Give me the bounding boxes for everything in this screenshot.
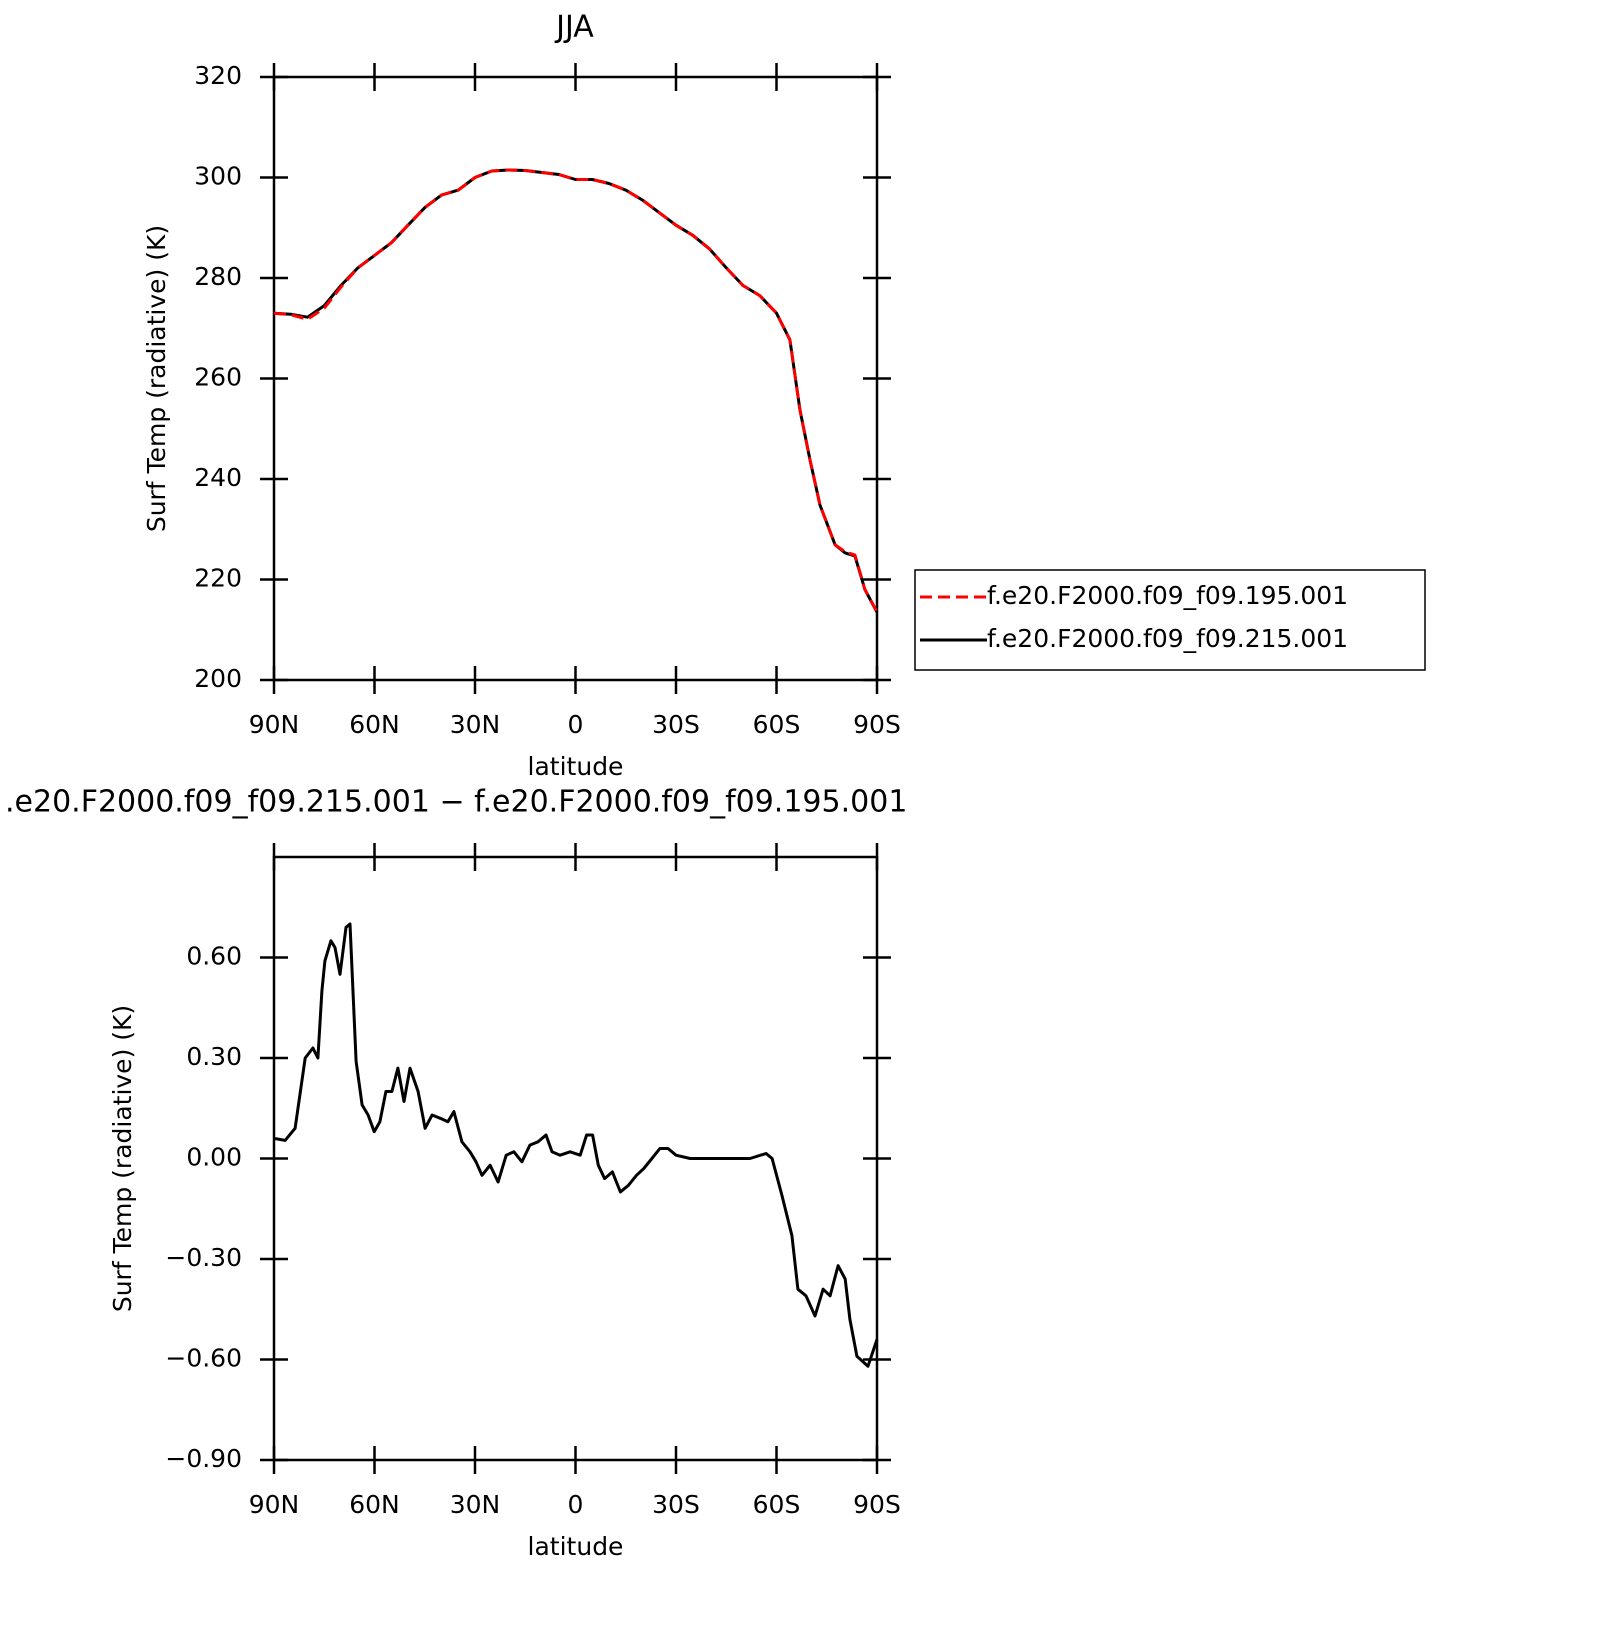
y-tick-label: −0.60 (165, 1344, 242, 1373)
x-tick-label: 90N (249, 1490, 300, 1519)
y-tick-label: 0.60 (186, 942, 242, 971)
y-tick-label: 220 (194, 564, 242, 593)
legend-label: f.e20.F2000.f09_f09.195.001 (987, 581, 1348, 610)
chart-title: .e20.F2000.f09_f09.215.001 − f.e20.F2000… (5, 785, 907, 820)
legend-label: f.e20.F2000.f09_f09.215.001 (987, 624, 1348, 653)
legend-box (914, 569, 1426, 671)
x-tick-label: 30S (652, 1490, 700, 1519)
x-tick-label: 90N (249, 710, 300, 739)
y-tick-label: 260 (194, 363, 242, 392)
y-tick-label: 0.30 (186, 1042, 242, 1071)
y-tick-label: −0.30 (165, 1243, 242, 1272)
data-line (273, 168, 879, 613)
x-tick-label: 90S (853, 710, 901, 739)
x-tick-label: 30S (652, 710, 700, 739)
y-tick-label: 200 (194, 664, 242, 693)
y-tick-label: 300 (194, 162, 242, 191)
y-tick-label: 320 (194, 61, 242, 90)
x-tick-label: 0 (568, 710, 584, 739)
x-tick-label: 30N (450, 710, 501, 739)
x-tick-label: 90S (853, 1490, 901, 1519)
x-axis-label: latitude (528, 752, 624, 781)
x-tick-label: 30N (450, 1490, 501, 1519)
y-tick-label: −0.90 (165, 1444, 242, 1473)
x-axis-label: latitude (528, 1532, 624, 1561)
x-tick-label: 60N (349, 1490, 400, 1519)
x-tick-label: 60S (753, 1490, 801, 1519)
chart-title: JJA (554, 10, 594, 45)
y-tick-label: 240 (194, 463, 242, 492)
x-tick-label: 60N (349, 710, 400, 739)
plot-frame (272, 75, 879, 682)
y-tick-label: 0.00 (186, 1143, 242, 1172)
plot-frame (272, 855, 879, 1462)
data-line (273, 922, 879, 1368)
y-axis-label: Surf Temp (radiative) (K) (142, 225, 171, 532)
y-axis-label: Surf Temp (radiative) (K) (108, 1005, 137, 1312)
y-tick-label: 280 (194, 262, 242, 291)
x-tick-label: 0 (568, 1490, 584, 1519)
x-tick-label: 60S (753, 710, 801, 739)
